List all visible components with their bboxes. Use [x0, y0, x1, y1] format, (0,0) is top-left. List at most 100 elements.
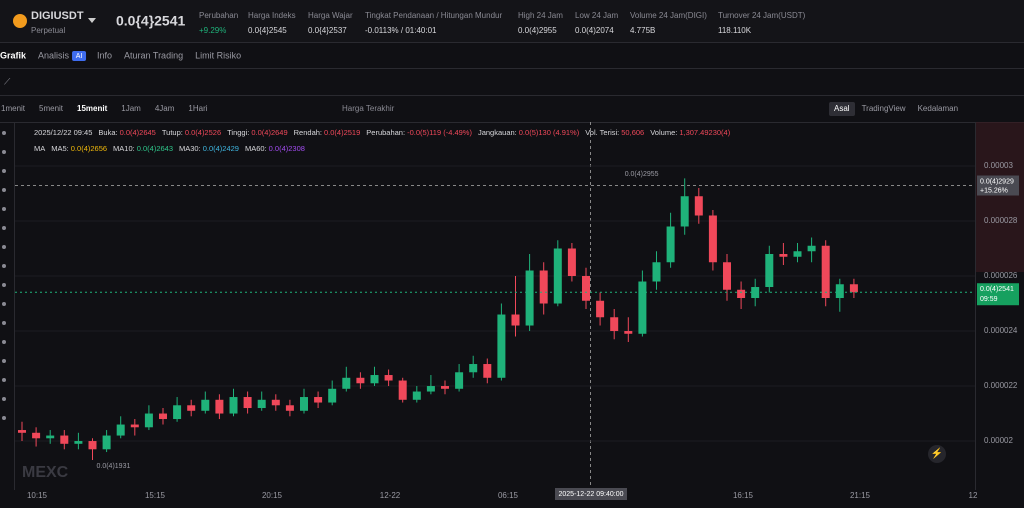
candle-body — [610, 317, 619, 332]
candle-body — [694, 196, 703, 216]
contract-type: Perpetual — [31, 26, 65, 35]
ohlc-label: Rendah: — [294, 128, 322, 137]
candle-body — [652, 262, 661, 282]
candle-body — [539, 270, 548, 304]
stat-label: Harga Wajar — [308, 11, 353, 20]
ohlc-value: 1,307.49230(4) — [679, 128, 730, 137]
sell-zone — [975, 122, 1024, 272]
view[interactable]: Kedalaman — [918, 104, 958, 113]
candle-body — [88, 441, 97, 450]
candle-body — [356, 377, 365, 384]
ohlc-value: 0.0(4)2526 — [185, 128, 221, 137]
stat-label: Turnover 24 Jam(USDT) — [718, 11, 806, 20]
tab[interactable]: Grafik — [0, 50, 27, 60]
stat-value: 0.0(4)2955 — [518, 26, 557, 35]
view-active-bg — [829, 102, 855, 116]
tool-icon[interactable] — [2, 340, 6, 344]
tool-icon[interactable] — [2, 397, 6, 401]
interval[interactable]: 1Hari — [188, 104, 207, 113]
x-tick-label: 15:15 — [145, 491, 166, 500]
crosshair-price-bg — [977, 175, 1019, 196]
price-type[interactable]: Harga Terakhir — [342, 104, 395, 113]
watermark: MEXC — [22, 464, 69, 481]
candle-body — [737, 289, 746, 299]
tools-icon[interactable]: ⟋ — [4, 76, 11, 86]
candle-body — [201, 399, 210, 411]
flash-icon[interactable]: ⚡ — [931, 447, 943, 460]
tool-icon[interactable] — [2, 188, 6, 192]
candle-body — [32, 432, 41, 439]
interval[interactable]: 4Jam — [155, 104, 175, 113]
stat-value: 4.775B — [630, 26, 655, 35]
tab[interactable]: Info — [97, 50, 112, 60]
y-tick-label: 0.00002 — [984, 436, 1013, 445]
tool-icon[interactable] — [2, 378, 6, 382]
stat-value: 0.0{4}2537 — [308, 26, 347, 35]
candle-body — [624, 331, 633, 334]
ai-badge: AI — [76, 53, 83, 60]
ma-value: 0.0(4)2656 — [71, 144, 107, 153]
symbol[interactable]: DIGIUSDT — [31, 10, 84, 22]
interval[interactable]: 5menit — [39, 104, 64, 113]
tool-icon[interactable] — [2, 416, 6, 420]
candle-body — [384, 375, 393, 381]
tool-icon[interactable] — [2, 131, 6, 135]
tab[interactable]: Analisis — [38, 50, 70, 60]
candle-body — [243, 397, 252, 409]
tool-icon[interactable] — [2, 207, 6, 211]
stat-label: Perubahan — [199, 11, 238, 20]
flash-button[interactable] — [928, 445, 946, 463]
left-toolbar — [2, 131, 6, 420]
tool-icon[interactable] — [2, 226, 6, 230]
candle-body — [144, 413, 153, 428]
dropdown-icon[interactable] — [88, 18, 96, 23]
tool-icon[interactable] — [2, 302, 6, 306]
ohlc-label: Tinggi: — [227, 128, 249, 137]
crosshair-time-bg — [555, 488, 627, 500]
crosshair-price: 0.0(4)2929 — [980, 178, 1014, 185]
interval[interactable]: 1Jam — [121, 104, 141, 113]
candle-body — [328, 388, 337, 403]
crosshair-change: +15.26% — [980, 187, 1008, 194]
x-tick-label: 12 — [969, 491, 978, 500]
candle-body — [60, 435, 69, 444]
last-price-bg — [977, 283, 1019, 306]
tab[interactable]: Aturan Trading — [124, 50, 183, 60]
tab[interactable]: Limit Risiko — [195, 50, 241, 60]
candle-body — [370, 375, 379, 384]
candle-body — [553, 248, 562, 304]
interval[interactable]: 15menit — [77, 104, 108, 113]
stat-value: +9.29% — [199, 26, 226, 35]
ohlc-label: Perubahan: — [366, 128, 405, 137]
ma-value: 0.0(4)2429 — [203, 144, 239, 153]
ai-badge-bg — [72, 51, 87, 61]
tool-icon[interactable] — [2, 245, 6, 249]
candle-body — [342, 377, 351, 389]
candle-body — [455, 372, 464, 389]
tool-icon[interactable] — [2, 321, 6, 325]
candle-body — [511, 314, 520, 326]
x-tick-label: 12-22 — [380, 491, 401, 500]
candle-body — [215, 399, 224, 414]
ma-value: 0.0(4)2308 — [269, 144, 305, 153]
ohlc-value: 50,606 — [621, 128, 644, 137]
candle-body — [779, 254, 788, 257]
y-tick-label: 0.000028 — [984, 216, 1018, 225]
x-tick-label: 06:15 — [498, 491, 519, 500]
interval[interactable]: 1menit — [1, 104, 26, 113]
ohlc-value: 0.0(4)2649 — [251, 128, 287, 137]
x-tick-label: 16:15 — [733, 491, 754, 500]
view[interactable]: Asal — [834, 104, 850, 113]
ma-name: MA60: — [245, 144, 267, 153]
tool-icon[interactable] — [2, 150, 6, 154]
ma-label: MA — [34, 144, 45, 153]
tool-icon[interactable] — [2, 283, 6, 287]
tool-icon[interactable] — [2, 264, 6, 268]
view[interactable]: TradingView — [862, 104, 906, 113]
candle-body — [412, 391, 421, 400]
candle-body — [638, 281, 647, 334]
tool-icon[interactable] — [2, 359, 6, 363]
tool-icon[interactable] — [2, 169, 6, 173]
